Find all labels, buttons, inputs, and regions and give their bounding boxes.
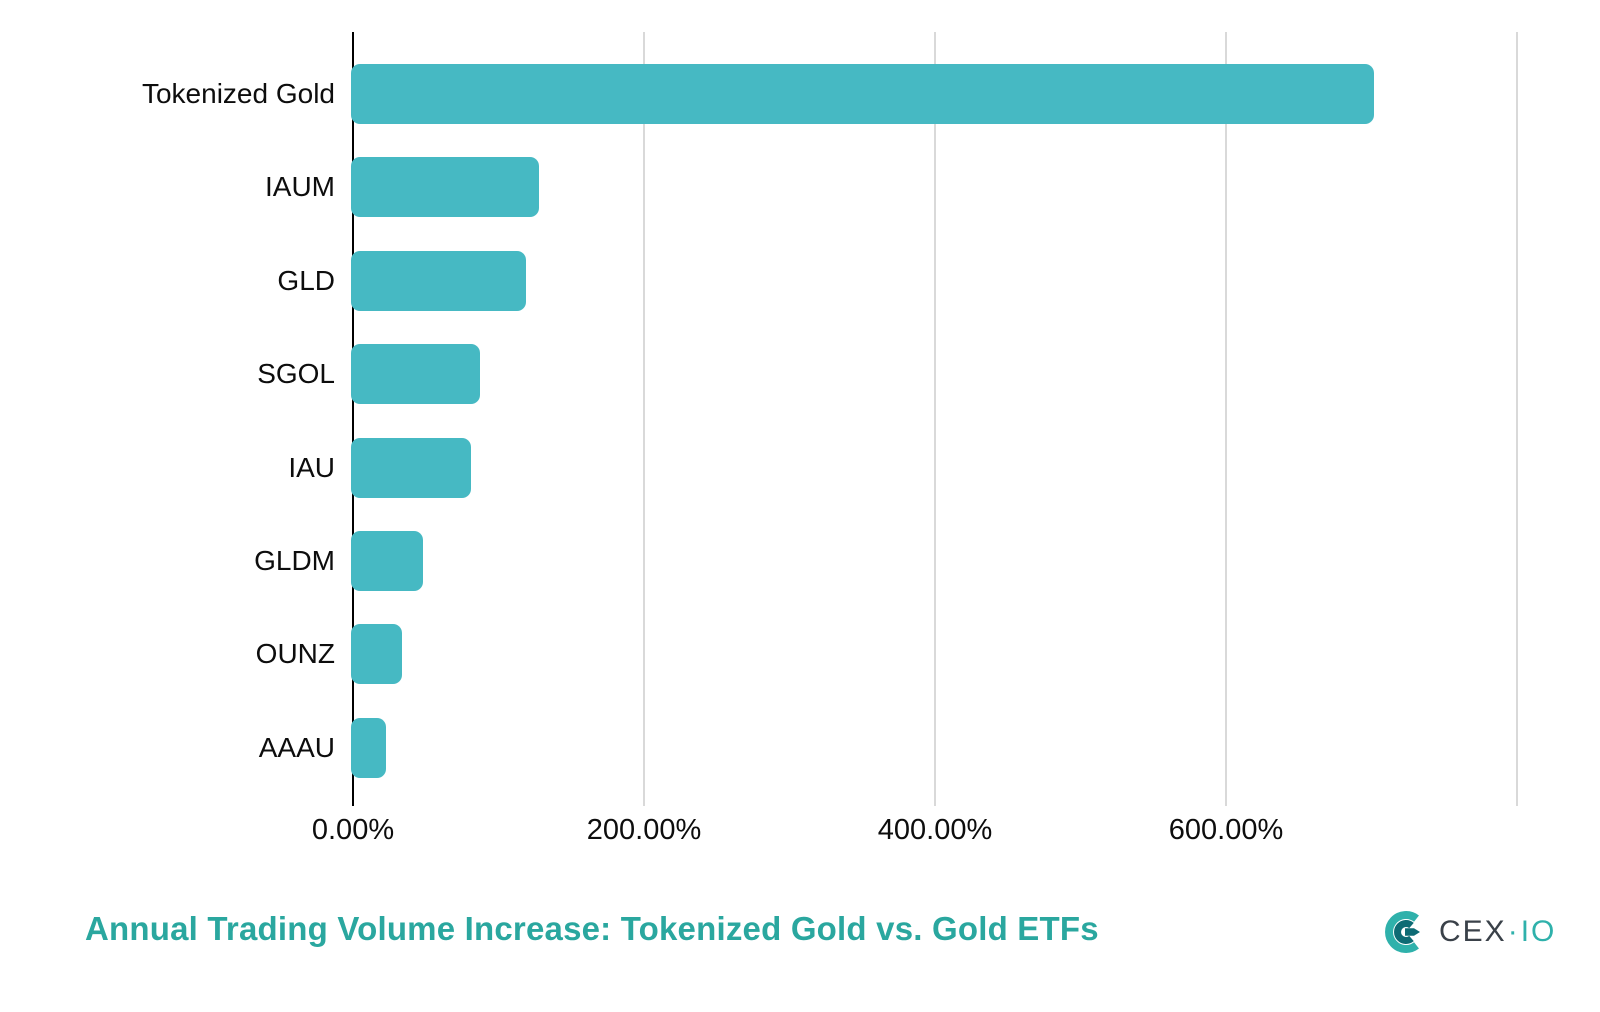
bar-aaau bbox=[351, 717, 387, 778]
category-label-gld: GLD bbox=[277, 264, 335, 296]
x-tick-label-600: 600.00% bbox=[1168, 814, 1284, 846]
bar-gld bbox=[351, 250, 527, 311]
category-label-aaau: AAAU bbox=[258, 731, 335, 763]
chart-title: Annual Trading Volume Increase: Tokenize… bbox=[85, 910, 1099, 947]
brand-cex-text: CEX bbox=[1439, 915, 1507, 948]
x-tick-label-200: 200.00% bbox=[586, 814, 702, 846]
category-axis-line bbox=[352, 32, 354, 806]
gridline-400 bbox=[934, 32, 936, 806]
bar-ounz bbox=[351, 624, 403, 685]
brand-separator-dot: · bbox=[1507, 915, 1520, 948]
category-label-tokenized-gold: Tokenized Gold bbox=[141, 78, 335, 109]
x-tick-label-400: 400.00% bbox=[877, 814, 993, 846]
bar-gldm bbox=[351, 531, 423, 591]
category-label-ounz: OUNZ bbox=[255, 638, 335, 670]
cexio-logo-icon bbox=[1385, 911, 1420, 953]
category-label-sgol: SGOL bbox=[257, 358, 335, 390]
bar-tokenized-gold bbox=[351, 64, 1375, 124]
brand-io-text: IO bbox=[1520, 915, 1557, 948]
gridline-800 bbox=[1516, 32, 1518, 806]
gridline-200 bbox=[643, 32, 645, 806]
brand-logo: CEX · IO bbox=[1384, 910, 1556, 954]
gridline-600 bbox=[1225, 32, 1227, 806]
bar-iaum bbox=[351, 157, 540, 218]
brand-wordmark: CEX · IO bbox=[1439, 915, 1556, 949]
category-label-gldm: GLDM bbox=[254, 545, 335, 576]
x-tick-label-0: 0.00% bbox=[311, 814, 395, 846]
category-label-iau: IAU bbox=[288, 451, 335, 483]
category-label-iaum: IAUM bbox=[265, 171, 335, 203]
bar-iau bbox=[351, 437, 471, 498]
bar-sgol bbox=[351, 344, 480, 405]
